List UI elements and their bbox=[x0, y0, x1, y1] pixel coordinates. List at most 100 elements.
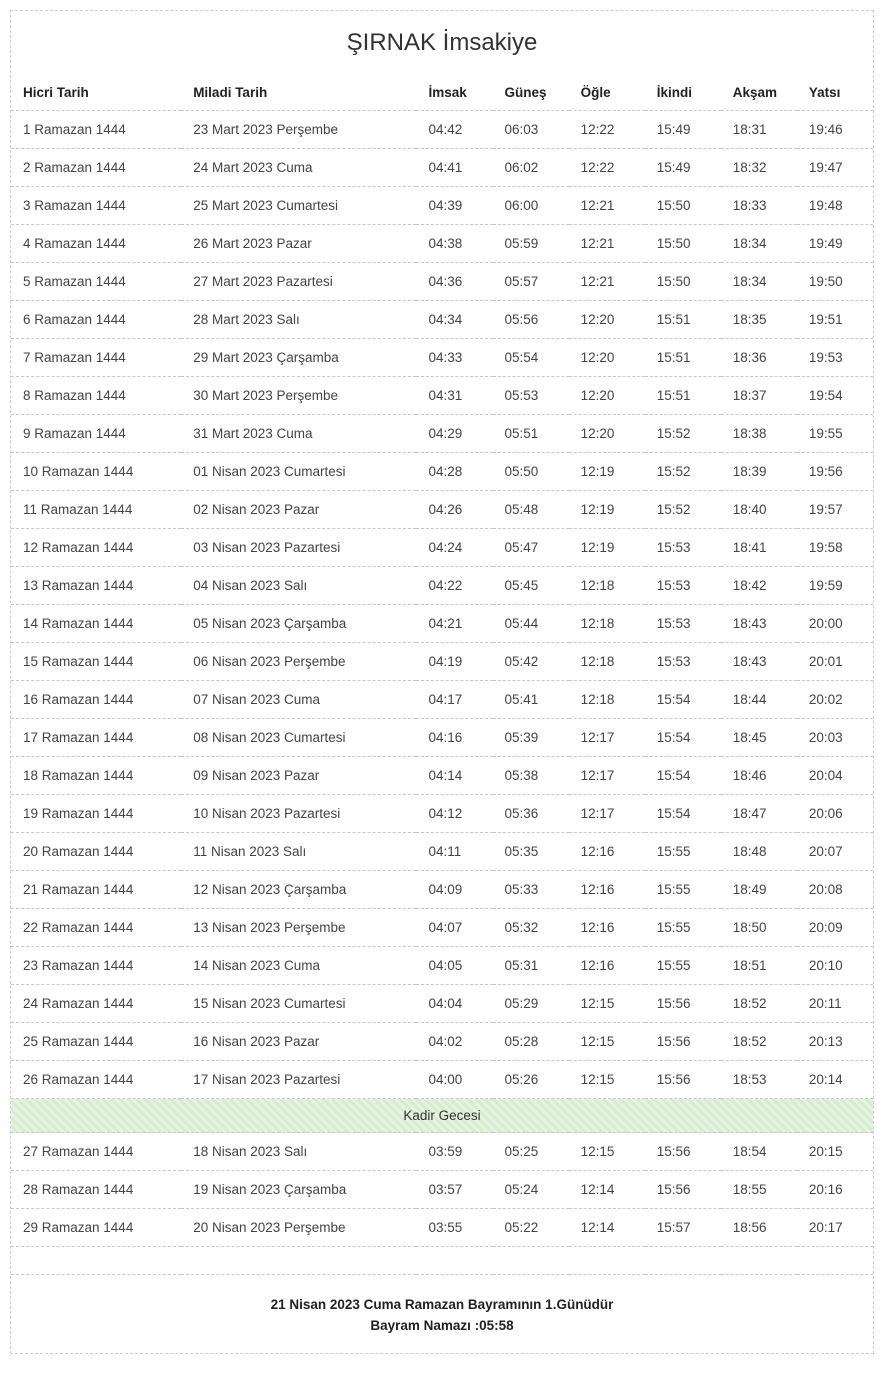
cell-yatsi: 19:58 bbox=[797, 529, 873, 567]
cell-imsak: 04:26 bbox=[416, 491, 492, 529]
cell-aksam: 18:45 bbox=[721, 719, 797, 757]
cell-ogle: 12:21 bbox=[569, 263, 645, 301]
cell-yatsi: 20:08 bbox=[797, 871, 873, 909]
cell-gunes: 06:00 bbox=[493, 187, 569, 225]
cell-hicri: 13 Ramazan 1444 bbox=[11, 567, 181, 605]
cell-miladi: 16 Nisan 2023 Pazar bbox=[181, 1023, 416, 1061]
footer-bayram-namaz: Bayram Namazı :05:58 bbox=[11, 1318, 873, 1333]
cell-miladi: 19 Nisan 2023 Çarşamba bbox=[181, 1171, 416, 1209]
cell-gunes: 05:50 bbox=[493, 453, 569, 491]
cell-miladi: 20 Nisan 2023 Perşembe bbox=[181, 1209, 416, 1247]
cell-yatsi: 19:49 bbox=[797, 225, 873, 263]
table-row: 4 Ramazan 144426 Mart 2023 Pazar04:3805:… bbox=[11, 225, 873, 263]
cell-yatsi: 19:46 bbox=[797, 111, 873, 149]
col-hicri: Hicri Tarih bbox=[11, 75, 181, 111]
cell-hicri: 23 Ramazan 1444 bbox=[11, 947, 181, 985]
cell-yatsi: 20:00 bbox=[797, 605, 873, 643]
cell-miladi: 02 Nisan 2023 Pazar bbox=[181, 491, 416, 529]
cell-yatsi: 20:06 bbox=[797, 795, 873, 833]
cell-yatsi: 20:17 bbox=[797, 1209, 873, 1247]
cell-ikindi: 15:55 bbox=[645, 833, 721, 871]
cell-ogle: 12:22 bbox=[569, 111, 645, 149]
cell-aksam: 18:32 bbox=[721, 149, 797, 187]
cell-gunes: 05:24 bbox=[493, 1171, 569, 1209]
cell-aksam: 18:43 bbox=[721, 605, 797, 643]
cell-aksam: 18:34 bbox=[721, 225, 797, 263]
cell-gunes: 05:59 bbox=[493, 225, 569, 263]
cell-hicri: 15 Ramazan 1444 bbox=[11, 643, 181, 681]
cell-miladi: 17 Nisan 2023 Pazartesi bbox=[181, 1061, 416, 1099]
cell-miladi: 11 Nisan 2023 Salı bbox=[181, 833, 416, 871]
table-row: 19 Ramazan 144410 Nisan 2023 Pazartesi04… bbox=[11, 795, 873, 833]
cell-aksam: 18:37 bbox=[721, 377, 797, 415]
cell-aksam: 18:52 bbox=[721, 985, 797, 1023]
cell-gunes: 05:54 bbox=[493, 339, 569, 377]
cell-miladi: 05 Nisan 2023 Çarşamba bbox=[181, 605, 416, 643]
cell-miladi: 15 Nisan 2023 Cumartesi bbox=[181, 985, 416, 1023]
cell-yatsi: 20:16 bbox=[797, 1171, 873, 1209]
footer-bayram-day: 21 Nisan 2023 Cuma Ramazan Bayramının 1.… bbox=[11, 1297, 873, 1312]
cell-ogle: 12:17 bbox=[569, 757, 645, 795]
table-row: 3 Ramazan 144425 Mart 2023 Cumartesi04:3… bbox=[11, 187, 873, 225]
cell-miladi: 18 Nisan 2023 Salı bbox=[181, 1133, 416, 1171]
table-row: 17 Ramazan 144408 Nisan 2023 Cumartesi04… bbox=[11, 719, 873, 757]
cell-ogle: 12:17 bbox=[569, 795, 645, 833]
table-row: 1 Ramazan 144423 Mart 2023 Perşembe04:42… bbox=[11, 111, 873, 149]
table-row: 26 Ramazan 144417 Nisan 2023 Pazartesi04… bbox=[11, 1061, 873, 1099]
cell-yatsi: 19:56 bbox=[797, 453, 873, 491]
cell-hicri: 22 Ramazan 1444 bbox=[11, 909, 181, 947]
cell-miladi: 31 Mart 2023 Cuma bbox=[181, 415, 416, 453]
cell-ikindi: 15:54 bbox=[645, 719, 721, 757]
table-row: 11 Ramazan 144402 Nisan 2023 Pazar04:260… bbox=[11, 491, 873, 529]
cell-aksam: 18:35 bbox=[721, 301, 797, 339]
cell-ogle: 12:20 bbox=[569, 301, 645, 339]
cell-aksam: 18:49 bbox=[721, 871, 797, 909]
table-row: 25 Ramazan 144416 Nisan 2023 Pazar04:020… bbox=[11, 1023, 873, 1061]
cell-aksam: 18:41 bbox=[721, 529, 797, 567]
cell-gunes: 05:31 bbox=[493, 947, 569, 985]
cell-gunes: 05:53 bbox=[493, 377, 569, 415]
cell-aksam: 18:51 bbox=[721, 947, 797, 985]
cell-yatsi: 20:11 bbox=[797, 985, 873, 1023]
cell-miladi: 10 Nisan 2023 Pazartesi bbox=[181, 795, 416, 833]
cell-miladi: 24 Mart 2023 Cuma bbox=[181, 149, 416, 187]
cell-aksam: 18:46 bbox=[721, 757, 797, 795]
cell-imsak: 04:38 bbox=[416, 225, 492, 263]
cell-hicri: 26 Ramazan 1444 bbox=[11, 1061, 181, 1099]
table-row: 23 Ramazan 144414 Nisan 2023 Cuma04:0505… bbox=[11, 947, 873, 985]
cell-yatsi: 19:57 bbox=[797, 491, 873, 529]
cell-ogle: 12:18 bbox=[569, 681, 645, 719]
cell-ikindi: 15:50 bbox=[645, 225, 721, 263]
cell-aksam: 18:48 bbox=[721, 833, 797, 871]
cell-hicri: 25 Ramazan 1444 bbox=[11, 1023, 181, 1061]
table-row: 13 Ramazan 144404 Nisan 2023 Salı04:2205… bbox=[11, 567, 873, 605]
cell-imsak: 04:24 bbox=[416, 529, 492, 567]
table-row: 18 Ramazan 144409 Nisan 2023 Pazar04:140… bbox=[11, 757, 873, 795]
cell-hicri: 28 Ramazan 1444 bbox=[11, 1171, 181, 1209]
cell-ogle: 12:20 bbox=[569, 377, 645, 415]
cell-imsak: 04:07 bbox=[416, 909, 492, 947]
cell-hicri: 5 Ramazan 1444 bbox=[11, 263, 181, 301]
cell-miladi: 01 Nisan 2023 Cumartesi bbox=[181, 453, 416, 491]
cell-miladi: 14 Nisan 2023 Cuma bbox=[181, 947, 416, 985]
cell-miladi: 04 Nisan 2023 Salı bbox=[181, 567, 416, 605]
cell-ikindi: 15:53 bbox=[645, 605, 721, 643]
cell-hicri: 7 Ramazan 1444 bbox=[11, 339, 181, 377]
cell-yatsi: 20:10 bbox=[797, 947, 873, 985]
table-row: 15 Ramazan 144406 Nisan 2023 Perşembe04:… bbox=[11, 643, 873, 681]
table-row: 7 Ramazan 144429 Mart 2023 Çarşamba04:33… bbox=[11, 339, 873, 377]
cell-gunes: 05:25 bbox=[493, 1133, 569, 1171]
table-row: 5 Ramazan 144427 Mart 2023 Pazartesi04:3… bbox=[11, 263, 873, 301]
cell-ogle: 12:16 bbox=[569, 833, 645, 871]
cell-hicri: 2 Ramazan 1444 bbox=[11, 149, 181, 187]
cell-yatsi: 20:01 bbox=[797, 643, 873, 681]
cell-gunes: 05:48 bbox=[493, 491, 569, 529]
cell-ikindi: 15:49 bbox=[645, 149, 721, 187]
cell-gunes: 05:29 bbox=[493, 985, 569, 1023]
cell-aksam: 18:31 bbox=[721, 111, 797, 149]
cell-hicri: 29 Ramazan 1444 bbox=[11, 1209, 181, 1247]
cell-hicri: 6 Ramazan 1444 bbox=[11, 301, 181, 339]
cell-ikindi: 15:51 bbox=[645, 301, 721, 339]
table-body: 1 Ramazan 144423 Mart 2023 Perşembe04:42… bbox=[11, 111, 873, 1275]
cell-hicri: 8 Ramazan 1444 bbox=[11, 377, 181, 415]
